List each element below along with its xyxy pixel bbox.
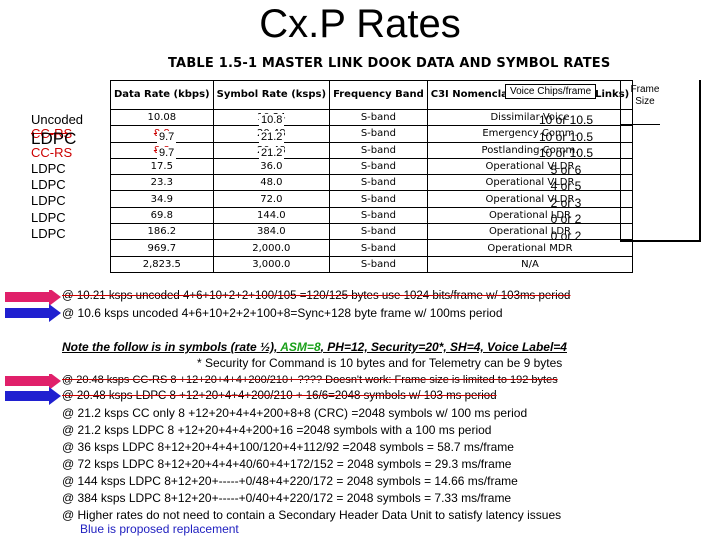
note-item: @ 20.48 ksps LDPC 8 +12+20+4+4+200/210 +… [62, 390, 497, 402]
frame-size-header-line2: Size [635, 96, 655, 107]
note-item: @ Higher rates do not need to contain a … [62, 508, 562, 522]
page-title: Cx.P Rates [259, 2, 461, 46]
voice-chips-value: 4 or 5 [550, 179, 582, 193]
symbol-rate-overlay-2: 21.2 [259, 131, 285, 143]
magenta-arrow-icon [5, 290, 61, 306]
footer-note: Blue is proposed replacement [80, 522, 239, 536]
row-label: LDPC [31, 160, 66, 176]
row-label: CC-RS [31, 126, 73, 142]
header-frequency-band: Frequency Band [329, 80, 428, 110]
row-label: CC-RS [31, 144, 73, 160]
note-item: @ 384 ksps LDPC 8+12+20+-----+0/40+4+220… [62, 491, 512, 505]
row-label: LDPC [31, 177, 66, 193]
cell-data-rate: 2,823.5 [110, 255, 214, 273]
cell-frequency-band: S-band [329, 223, 428, 241]
voice-chips-value: 2 or 3 [550, 195, 582, 210]
arrow-group-mid [5, 374, 61, 405]
cell-data-rate: 10.08 [110, 108, 214, 127]
table-row: 969.7 2,000.0 S-band Operational MDR [110, 239, 634, 257]
voice-chips-value: 0 or 2 [550, 228, 582, 243]
frame-size-box [620, 80, 701, 242]
note-item: @ 20.48 ksps CC-RS 8 +12+20+4+4+200/210+… [62, 374, 558, 386]
frame-size-divider [620, 124, 660, 125]
cell-frequency-band: S-band [329, 255, 428, 273]
asm-label: ASM=8 [280, 340, 321, 354]
cell-symbol-rate: 3,000.0 [212, 255, 331, 273]
cell-symbol-rate: 2,000.0 [212, 239, 331, 257]
note-item: @ 21.2 ksps CC only 8 +12+20+4+4+200+8+8… [62, 406, 528, 420]
note-line-1-text: @ 10.21 ksps uncoded 4+6+10+2+2+100/105 … [62, 290, 571, 302]
blue-arrow-icon [5, 387, 61, 405]
table-row: 23.3 48.0 S-band Operational VLDR [110, 174, 634, 192]
cell-frequency-band: S-band [329, 108, 428, 127]
voice-chips-value: 10 or 10.5 [538, 129, 594, 144]
symbols-note: Note the follow is in symbols (rate ½), … [62, 340, 567, 354]
cell-data-rate: 69.8 [110, 206, 214, 225]
arrow-group-top [5, 290, 61, 322]
cell-frequency-band: S-band [329, 190, 428, 208]
row-label: LDPC [31, 129, 77, 149]
row-label: Uncoded [31, 112, 84, 127]
header-data-rate: Data Rate (kbps) [110, 80, 214, 110]
voice-chips-value: 5 or 6 [550, 162, 582, 177]
row-label: LDPC [31, 226, 66, 242]
voice-chips-value: 0 or 2 [550, 212, 582, 226]
cell-symbol-rate: 72.0 [212, 190, 331, 208]
data-rate-overlay-1: 9.7 [157, 131, 177, 143]
cell-data-rate: 969.7 [110, 239, 214, 257]
symbol-rate-overlay-1: 10.8 [259, 114, 285, 126]
header-symbol-rate: Symbol Rate (ksps) [212, 80, 331, 110]
row-label: LDPC [31, 209, 66, 225]
note-item: @ 144 ksps LDPC 8+12+20+-----+0/48+4+220… [62, 474, 518, 488]
note-line-2: @ 10.6 ksps uncoded 4+6+10+2+2+100+8=Syn… [62, 306, 503, 320]
cell-data-rate: 34.9 [110, 190, 214, 208]
voice-chips-value: 10 or 10.5 [538, 113, 594, 127]
cell-data-rate: 17.5 [110, 157, 214, 176]
cell-frequency-band: S-band [329, 174, 428, 192]
note-item: @ 72 ksps LDPC 8+12+20+4+4+40/60+4+172/1… [62, 457, 512, 471]
cell-frequency-band: S-band [329, 141, 428, 159]
note-item: @ 36 ksps LDPC 8+12+20+4+4+100/120+4+112… [62, 440, 514, 454]
cell-frequency-band: S-band [329, 206, 428, 225]
magenta-arrow-icon [5, 374, 61, 390]
table-row: 2,823.5 3,000.0 S-band N/A [110, 255, 634, 273]
cell-symbol-rate: 36.0 [212, 157, 331, 176]
data-rate-overlay-2: 9.7 [157, 147, 177, 159]
symbols-intro: Note the follow is in symbols (rate ½), [62, 340, 281, 354]
cell-frequency-band: S-band [329, 157, 428, 176]
cell-data-rate: 23.3 [110, 174, 214, 192]
voice-chips-value: 10 or 10.5 [538, 146, 594, 160]
cell-symbol-rate: 48.0 [212, 174, 331, 192]
table-row: 17.5 36.0 S-band Operational VLDR [110, 157, 634, 176]
frame-size-header-line1: Frame [630, 84, 660, 95]
table-caption: TABLE 1.5-1 MASTER LINK DOOK DATA AND SY… [168, 56, 611, 71]
cell-frequency-band: S-band [329, 125, 428, 143]
blue-arrow-icon [5, 304, 61, 322]
row-labels: Uncoded CC-RS LDPC CC-RS LDPC LDPC LDPC … [31, 112, 83, 242]
cell-nomenclature: N/A [426, 255, 634, 273]
cell-symbol-rate: 384.0 [212, 223, 331, 241]
symbol-rate-overlay-3: 21.2 [259, 147, 285, 159]
note-line-1: @ 10.21 ksps uncoded 4+6+10+2+2+100/105 … [62, 290, 570, 302]
cell-frequency-band: S-band [329, 239, 428, 257]
voice-chips-values: 10 or 10.5 10 or 10.5 10 or 10.5 5 or 6 … [526, 112, 606, 244]
note-item: @ 21.2 ksps LDPC 8 +12+20+4+4+200+16 =20… [62, 423, 492, 437]
symbols-rest: , PH=12, Security=20*, SH=4, Voice Label… [320, 340, 567, 354]
table-row: 34.9 72.0 S-band Operational VLDR [110, 190, 634, 208]
security-note: * Security for Command is 10 bytes and f… [197, 356, 563, 370]
voice-chips-header: Voice Chips/frame [505, 84, 597, 99]
frame-size-header: Frame Size [620, 84, 670, 108]
cell-data-rate: 186.2 [110, 223, 214, 241]
cell-symbol-rate: 144.0 [212, 206, 331, 225]
row-label: LDPC [31, 193, 66, 209]
